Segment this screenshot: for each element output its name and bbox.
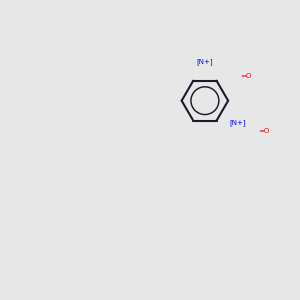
- Text: [N+]: [N+]: [229, 119, 246, 125]
- Text: =O: =O: [240, 73, 251, 79]
- Text: =O: =O: [258, 128, 270, 134]
- Text: [N+]: [N+]: [196, 59, 213, 65]
